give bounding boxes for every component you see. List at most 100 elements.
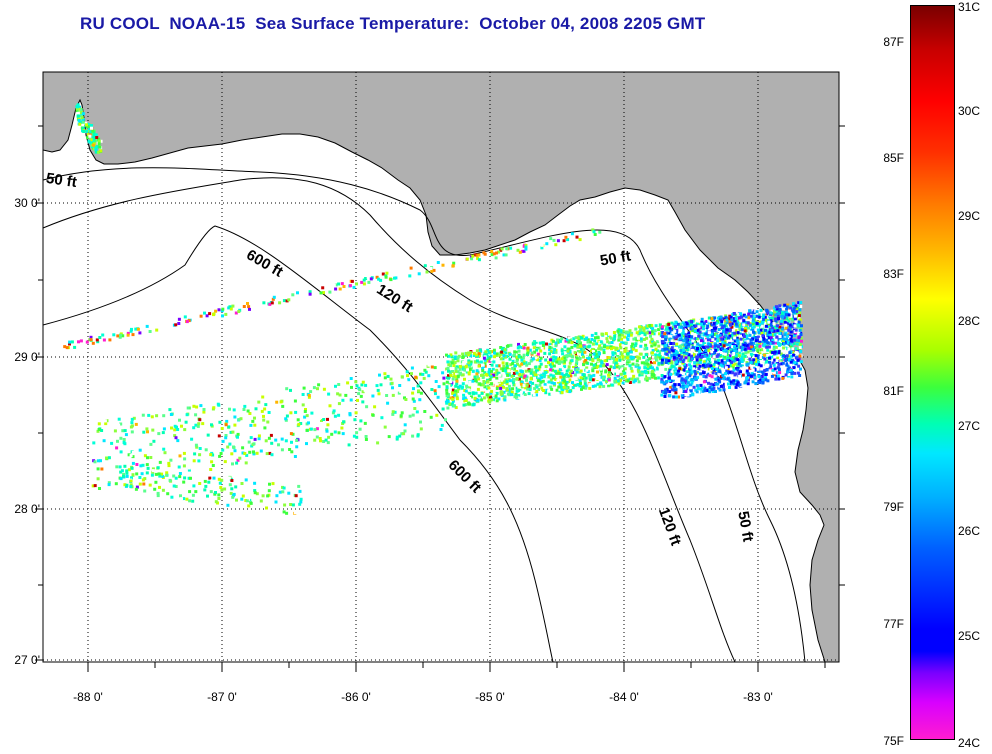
sst-pixel: [129, 485, 133, 489]
sst-pixel: [635, 363, 639, 367]
sst-pixel: [770, 309, 774, 313]
sst-pixel: [713, 316, 717, 320]
sst-pixel: [778, 307, 782, 311]
sst-pixel: [94, 150, 98, 154]
sst-pixel: [792, 326, 795, 330]
sst-pixel: [427, 363, 431, 367]
sst-pixel: [677, 354, 681, 358]
sst-pixel: [552, 238, 556, 242]
sst-pixel: [651, 351, 654, 355]
sst-pixel: [85, 123, 88, 127]
sst-pixel: [544, 391, 548, 395]
sst-pixel: [191, 493, 195, 497]
sst-pixel: [473, 378, 477, 382]
sst-pixel: [667, 376, 671, 380]
sst-pixel: [709, 352, 712, 356]
sst-pixel: [613, 351, 617, 355]
sst-pixel: [522, 353, 526, 357]
sst-pixel: [783, 333, 787, 337]
sst-pixel: [531, 342, 535, 346]
sst-pixel: [751, 322, 755, 326]
sst-pixel: [398, 384, 402, 387]
sst-pixel: [138, 476, 142, 479]
sst-pixel: [182, 497, 186, 501]
sst-pixel: [371, 413, 375, 417]
sst-pixel: [758, 320, 762, 324]
sst-pixel: [102, 470, 106, 474]
sst-pixel: [563, 345, 567, 349]
sst-pixel: [89, 338, 93, 342]
sst-pixel: [778, 309, 782, 313]
sst-pixel: [280, 437, 284, 441]
sst-pixel: [226, 445, 230, 449]
sst-pixel: [707, 327, 711, 331]
sst-pixel: [645, 326, 649, 330]
sst-swath-pixels: [63, 103, 803, 515]
sst-pixel: [547, 380, 551, 384]
sst-pixel: [687, 344, 691, 348]
sst-pixel: [733, 373, 737, 377]
sst-pixel: [377, 392, 381, 396]
sst-pixel: [507, 369, 511, 373]
sst-pixel: [667, 383, 671, 387]
sst-pixel: [675, 356, 679, 360]
sst-pixel: [408, 414, 412, 418]
sst-pixel: [452, 404, 456, 408]
sst-pixel: [145, 324, 149, 328]
sst-pixel: [590, 333, 594, 337]
sst-pixel: [699, 353, 703, 357]
sst-pixel: [484, 350, 488, 354]
sst-pixel: [644, 326, 647, 330]
sst-pixel: [224, 434, 228, 437]
sst-pixel: [697, 390, 701, 394]
sst-pixel: [618, 358, 622, 362]
sst-pixel: [620, 341, 624, 345]
sst-pixel: [305, 428, 309, 432]
sst-pixel: [645, 331, 649, 335]
sst-pixel: [763, 353, 766, 357]
sst-pixel: [763, 315, 767, 319]
sst-pixel: [740, 355, 744, 359]
sst-pixel: [696, 376, 700, 380]
sst-pixel: [773, 350, 777, 354]
sst-pixel: [403, 396, 406, 400]
sst-pixel: [523, 343, 527, 346]
sst-pixel: [742, 366, 746, 370]
sst-pixel: [352, 434, 356, 438]
sst-pixel: [595, 366, 599, 369]
sst-pixel: [772, 324, 776, 328]
sst-pixel: [488, 400, 492, 404]
sst-pixel: [789, 325, 793, 329]
sst-pixel: [430, 269, 434, 273]
sst-pixel: [669, 385, 673, 389]
sst-pixel: [454, 392, 458, 396]
sst-pixel: [130, 327, 133, 331]
sst-pixel: [757, 346, 761, 350]
sst-pixel: [390, 381, 394, 385]
sst-pixel: [520, 370, 524, 374]
sst-pixel: [685, 322, 689, 326]
colorbar-f-label: 75F: [883, 734, 904, 748]
sst-pixel: [528, 369, 532, 373]
sst-pixel: [141, 413, 145, 417]
sst-pixel: [731, 328, 735, 332]
sst-pixel: [796, 342, 799, 346]
sst-pixel: [742, 335, 746, 338]
sst-pixel: [593, 380, 597, 384]
sst-pixel: [749, 314, 753, 318]
sst-pixel: [468, 367, 472, 371]
sst-pixel: [588, 376, 592, 380]
sst-pixel: [449, 380, 453, 384]
sst-pixel: [205, 314, 209, 318]
sst-pixel: [549, 350, 553, 353]
sst-pixel: [488, 395, 492, 399]
sst-pixel: [622, 341, 626, 344]
sst-pixel: [778, 325, 782, 329]
sst-pixel: [278, 490, 282, 494]
sst-pixel: [693, 365, 697, 369]
sst-pixel: [602, 345, 606, 349]
sst-pixel: [151, 467, 155, 471]
sst-pixel: [154, 472, 158, 476]
sst-pixel: [248, 307, 251, 311]
sst-pixel: [148, 330, 152, 333]
